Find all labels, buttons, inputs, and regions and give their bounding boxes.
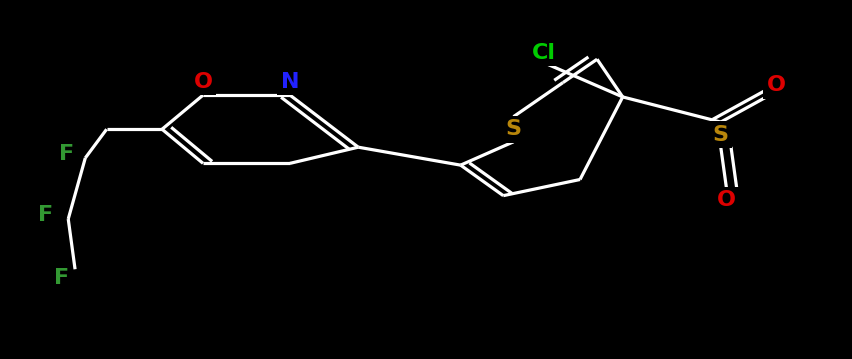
- Text: O: O: [193, 72, 212, 92]
- Text: O: O: [717, 190, 735, 210]
- Text: F: F: [59, 144, 74, 164]
- Text: N: N: [280, 72, 299, 92]
- Text: F: F: [54, 267, 69, 288]
- Text: S: S: [505, 119, 521, 139]
- Text: O: O: [766, 75, 785, 95]
- Text: Cl: Cl: [532, 43, 556, 63]
- Text: F: F: [38, 205, 54, 225]
- Text: S: S: [712, 125, 728, 145]
